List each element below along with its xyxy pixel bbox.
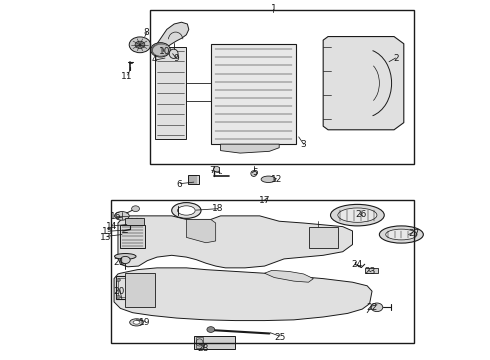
Text: 2: 2	[393, 54, 399, 63]
Text: 13: 13	[100, 233, 112, 242]
Polygon shape	[186, 220, 216, 243]
Text: 10: 10	[159, 47, 170, 56]
Bar	[365, 267, 378, 273]
Ellipse shape	[172, 203, 201, 219]
Bar	[125, 218, 144, 225]
Text: 21: 21	[113, 258, 124, 267]
Polygon shape	[114, 268, 372, 320]
Ellipse shape	[117, 279, 121, 282]
Bar	[116, 276, 141, 299]
Text: 12: 12	[271, 175, 282, 184]
Text: 22: 22	[367, 303, 378, 312]
Text: 6: 6	[176, 180, 182, 189]
Ellipse shape	[151, 42, 170, 57]
Text: 7: 7	[209, 166, 215, 175]
Text: 19: 19	[139, 318, 150, 327]
Text: 5: 5	[252, 168, 258, 177]
Ellipse shape	[115, 212, 129, 220]
Text: 16: 16	[110, 212, 121, 221]
Bar	[211, 44, 296, 144]
Bar	[196, 337, 203, 348]
Polygon shape	[155, 22, 189, 47]
Ellipse shape	[371, 303, 383, 312]
Ellipse shape	[251, 171, 257, 176]
Ellipse shape	[261, 176, 276, 183]
Polygon shape	[118, 216, 352, 268]
Bar	[118, 278, 139, 297]
Ellipse shape	[132, 206, 140, 212]
Text: 28: 28	[198, 344, 209, 353]
Bar	[111, 200, 414, 343]
Ellipse shape	[133, 320, 140, 324]
Text: 20: 20	[114, 287, 125, 296]
Text: 9: 9	[174, 54, 179, 63]
Ellipse shape	[121, 256, 130, 264]
Text: 1: 1	[271, 4, 277, 13]
Ellipse shape	[338, 208, 377, 222]
Ellipse shape	[214, 166, 220, 172]
Polygon shape	[265, 270, 314, 282]
Bar	[194, 336, 235, 349]
Text: 4: 4	[152, 55, 157, 64]
Ellipse shape	[169, 49, 178, 58]
Ellipse shape	[115, 253, 136, 259]
Ellipse shape	[129, 37, 151, 53]
Text: 24: 24	[352, 260, 363, 269]
Bar	[150, 10, 414, 164]
Ellipse shape	[135, 41, 145, 48]
Ellipse shape	[130, 319, 144, 326]
Ellipse shape	[379, 226, 423, 243]
Text: 11: 11	[121, 72, 132, 81]
Text: 27: 27	[408, 229, 419, 238]
Ellipse shape	[386, 229, 417, 240]
Bar	[125, 273, 155, 307]
Text: 8: 8	[144, 28, 149, 37]
Text: 17: 17	[259, 196, 270, 205]
Text: 26: 26	[356, 210, 367, 219]
Text: 18: 18	[212, 204, 224, 213]
Bar	[155, 47, 186, 139]
Bar	[309, 226, 338, 248]
Ellipse shape	[133, 296, 137, 298]
Text: 15: 15	[101, 228, 113, 237]
Text: 3: 3	[301, 140, 307, 149]
Bar	[188, 175, 198, 184]
Bar	[121, 225, 145, 248]
Text: 14: 14	[106, 222, 118, 231]
Ellipse shape	[117, 296, 121, 298]
Ellipse shape	[133, 279, 137, 282]
Ellipse shape	[177, 206, 195, 215]
Text: 25: 25	[274, 333, 286, 342]
Ellipse shape	[207, 327, 215, 332]
Polygon shape	[220, 144, 279, 153]
Polygon shape	[323, 37, 404, 130]
Text: 23: 23	[365, 267, 376, 276]
Ellipse shape	[331, 204, 384, 226]
